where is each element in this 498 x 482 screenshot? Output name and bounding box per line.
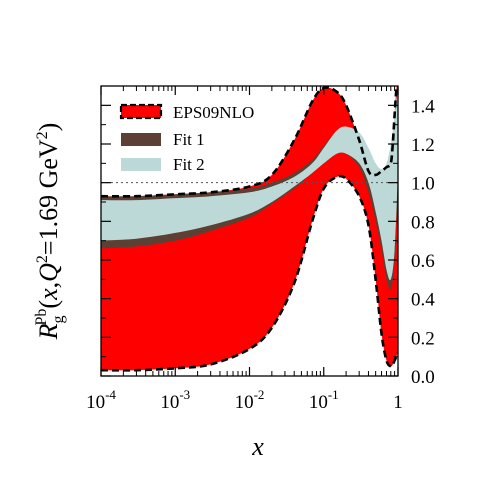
y-tick-label: 1.4 xyxy=(411,96,435,117)
eps09-lower-curve xyxy=(101,174,398,372)
x-tick-base: 10 xyxy=(86,392,105,413)
x-tick-exp: -1 xyxy=(328,387,339,402)
y-tick-label: 1.2 xyxy=(411,135,435,156)
y-tick-label: 0.0 xyxy=(411,367,435,388)
x-tick-exp: -2 xyxy=(254,387,265,402)
y-title-q2: 2 xyxy=(34,255,51,263)
band-fit-2 xyxy=(101,86,398,281)
legend: EPS09NLO Fit 1 Fit 2 xyxy=(119,103,254,174)
y-tick-label: 0.6 xyxy=(411,251,435,272)
y-axis-title: RgPb(x,Q2=1.69 GeV2) xyxy=(33,123,67,341)
legend-label-fit2: Fit 2 xyxy=(173,155,205,174)
y-title-sub: g xyxy=(50,315,67,323)
y-title-eq: =1.69 GeV xyxy=(34,139,63,255)
x-tick-label: 10-2 xyxy=(235,387,265,413)
x-tick-base: 10 xyxy=(235,392,254,413)
x-tick-label: 10-4 xyxy=(86,387,116,413)
y-title-r: R xyxy=(34,323,63,340)
legend-label-fit1: Fit 1 xyxy=(173,130,205,149)
x-tick-base: 1 xyxy=(393,392,403,413)
x-tick-label: 10-1 xyxy=(309,387,339,413)
y-title-open: ( xyxy=(34,300,63,309)
x-tick-base: 10 xyxy=(160,392,179,413)
eps09-upper-curve xyxy=(101,86,398,198)
y-title-sup: Pb xyxy=(33,309,50,326)
x-axis-title: x xyxy=(251,432,264,461)
legend-swatch-eps09 xyxy=(119,103,163,120)
y-tick-label: 0.2 xyxy=(411,328,435,349)
legend-label-eps09: EPS09NLO xyxy=(173,103,254,122)
bands-layer xyxy=(101,86,398,371)
x-tick-label: 1 xyxy=(393,392,403,413)
legend-swatch-fit2 xyxy=(121,158,161,171)
legend-swatch-fit1 xyxy=(121,133,161,146)
y-title-x: x xyxy=(34,288,63,301)
y-tick-label: 0.8 xyxy=(411,212,435,233)
y-tick-label: 1.0 xyxy=(411,174,435,195)
y-tick-label: 0.4 xyxy=(411,290,435,311)
x-tick-exp: -3 xyxy=(179,387,190,402)
y-title-q: Q xyxy=(34,263,63,282)
ticks-layer: 10-4 10-3 10-2 10-1 10.00.20.40.60.81.01.21.… xyxy=(86,85,435,413)
x-tick-label: 10-3 xyxy=(160,387,190,413)
curves-layer xyxy=(101,86,398,372)
y-title-comma: , xyxy=(34,282,63,289)
y-title-close: ) xyxy=(34,123,63,132)
y-title-gev2: 2 xyxy=(34,131,51,139)
x-tick-exp: -4 xyxy=(105,387,116,402)
x-tick-base: 10 xyxy=(309,392,328,413)
